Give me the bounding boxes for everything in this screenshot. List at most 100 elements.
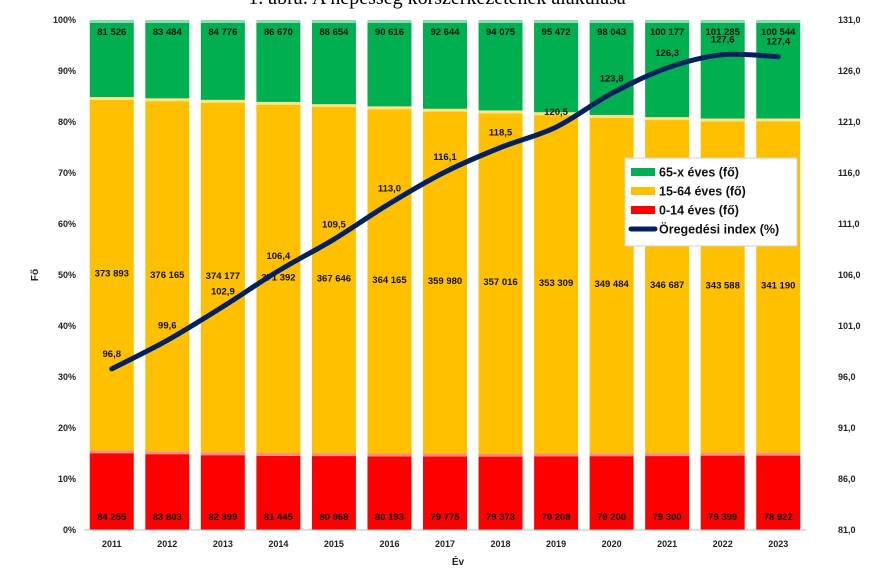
bar-highlight-15-64-2022 <box>700 118 745 122</box>
bar-65-x-2011 <box>89 20 134 98</box>
index-label-2020: 123,8 <box>600 73 624 84</box>
bars-layer <box>89 20 801 530</box>
bar-label-15-64-2022: 343 588 <box>706 281 740 292</box>
y-tick-3: 30% <box>58 372 76 382</box>
bar-label-15-64-2015: 367 646 <box>317 274 351 285</box>
bar-highlight-15-64-2011 <box>89 97 134 101</box>
bar-label-65-x-2021: 100 177 <box>650 27 684 38</box>
bar-0-14-2023 <box>756 452 801 530</box>
index-label-2017: 116,1 <box>433 152 457 163</box>
bar-15-64-2012 <box>145 98 190 452</box>
bar-65-x-2023 <box>756 20 801 119</box>
bar-highlight-65-x-2017 <box>423 20 467 23</box>
bar-highlight-0-14-2012 <box>145 451 190 455</box>
bar-label-65-x-2011: 81 526 <box>97 27 126 38</box>
bar-highlight-15-64-2019 <box>534 112 579 116</box>
bar-highlight-65-x-2022 <box>700 20 745 23</box>
bar-15-64-2013 <box>200 99 245 453</box>
index-label-2021: 126,3 <box>655 48 679 59</box>
y-tick-8: 80% <box>58 117 76 127</box>
index-label-2018: 118,5 <box>489 128 513 139</box>
bar-65-x-2015 <box>311 20 356 105</box>
index-label-2013: 102,9 <box>211 287 235 298</box>
bar-label-15-64-2019: 353 309 <box>539 278 573 289</box>
bar-highlight-15-64-2016 <box>367 106 412 110</box>
bar-label-0-14-2023: 78 922 <box>764 512 793 523</box>
bar-label-65-x-2014: 86 670 <box>264 27 293 38</box>
bar-label-0-14-2011: 84 255 <box>97 512 127 523</box>
bar-15-64-2019 <box>534 112 579 454</box>
bar-highlight-65-x-2012 <box>145 20 190 23</box>
y2-tick-7: 116,0 <box>838 168 860 178</box>
bar-highlight-65-x-2020 <box>589 20 634 23</box>
bar-label-65-x-2016: 90 616 <box>375 27 404 38</box>
bar-label-15-64-2013: 374 177 <box>206 271 240 282</box>
bar-0-14-2012 <box>145 451 190 530</box>
x-tick-2018: 2018 <box>491 539 511 549</box>
bar-highlight-15-64-2014 <box>256 101 301 105</box>
legend-swatch-15-64 <box>631 187 655 195</box>
index-label-2016: 113,0 <box>378 184 401 195</box>
y-axis-title: Fő <box>30 269 41 281</box>
x-tick-2022: 2022 <box>713 539 733 549</box>
legend-swatch-0-14 <box>631 206 655 214</box>
bar-label-15-64-2016: 364 165 <box>372 275 407 286</box>
index-label-2014: 106,4 <box>266 251 290 262</box>
bar-highlight-65-x-2018 <box>478 20 523 23</box>
bar-highlight-0-14-2016 <box>367 453 412 457</box>
index-label-2015: 109,5 <box>322 219 346 230</box>
bar-15-64-2018 <box>478 110 523 454</box>
x-tick-2012: 2012 <box>157 539 177 549</box>
y-tick-6: 60% <box>58 219 76 229</box>
y2-tick-4: 101,0 <box>838 321 861 331</box>
bar-label-15-64-2023: 341 190 <box>761 281 795 292</box>
legend-label-15-64: 15-64 éves (fő) <box>659 185 746 199</box>
bar-highlight-65-x-2023 <box>756 20 801 23</box>
y-tick-9: 90% <box>58 66 76 76</box>
x-tick-2019: 2019 <box>546 539 566 549</box>
index-label-2011: 96,8 <box>103 349 122 360</box>
bar-label-65-x-2019: 95 472 <box>542 27 571 38</box>
bar-highlight-0-14-2018 <box>478 453 523 457</box>
bar-highlight-15-64-2018 <box>478 110 523 114</box>
bar-label-65-x-2022: 101 285 <box>706 27 741 38</box>
bar-0-14-2018 <box>478 453 523 530</box>
x-tick-2016: 2016 <box>379 539 399 549</box>
bar-label-15-64-2012: 376 165 <box>150 270 185 281</box>
bar-65-x-2014 <box>256 20 301 102</box>
bar-label-65-x-2015: 88 654 <box>319 27 349 38</box>
bar-label-0-14-2021: 79 300 <box>653 512 682 523</box>
bar-highlight-0-14-2013 <box>200 452 245 456</box>
bar-label-0-14-2015: 80 968 <box>319 512 348 523</box>
legend-label-index: Öregedési index (%) <box>659 222 779 237</box>
bar-highlight-0-14-2020 <box>589 453 634 457</box>
x-tick-2023: 2023 <box>768 539 788 549</box>
y2-tick-3: 96,0 <box>838 372 856 382</box>
legend-label-65-x: 65-x éves (fő) <box>659 166 739 180</box>
y2-tick-6: 111,0 <box>838 219 860 229</box>
y2-tick-9: 126,0 <box>838 66 861 76</box>
bar-highlight-65-x-2011 <box>89 20 134 23</box>
bar-15-64-2011 <box>89 97 134 451</box>
bar-label-15-64-2018: 357 016 <box>483 277 517 288</box>
x-tick-2021: 2021 <box>657 539 677 549</box>
bar-label-0-14-2019: 79 208 <box>542 512 571 523</box>
legend: 65-x éves (fő) 15-64 éves (fő) 0-14 éves (… <box>624 157 798 247</box>
bar-0-14-2015 <box>311 453 356 530</box>
bar-label-65-x-2013: 84 776 <box>208 27 237 38</box>
bar-labels-layer: 84 255 373 893 81 526 83 803 376 165 83 484 82… <box>95 27 797 523</box>
bar-label-0-14-2017: 79 775 <box>430 512 460 523</box>
bar-highlight-0-14-2023 <box>756 452 801 456</box>
y-tick-4: 40% <box>58 321 76 331</box>
axes-layer: 2011 2012 2013 2014 2015 2016 2017 2018 2019 2020… <box>30 15 861 568</box>
bar-label-15-64-2020: 349 484 <box>594 279 629 290</box>
bar-65-x-2018 <box>478 20 523 111</box>
bar-0-14-2013 <box>200 452 245 530</box>
y-tick-5: 50% <box>58 270 76 280</box>
x-tick-2013: 2013 <box>213 539 233 549</box>
bar-label-15-64-2021: 346 687 <box>650 280 684 291</box>
x-axis-title: Év <box>452 555 465 568</box>
y2-tick-1: 86,0 <box>838 474 856 484</box>
bar-label-0-14-2012: 83 803 <box>153 512 182 523</box>
